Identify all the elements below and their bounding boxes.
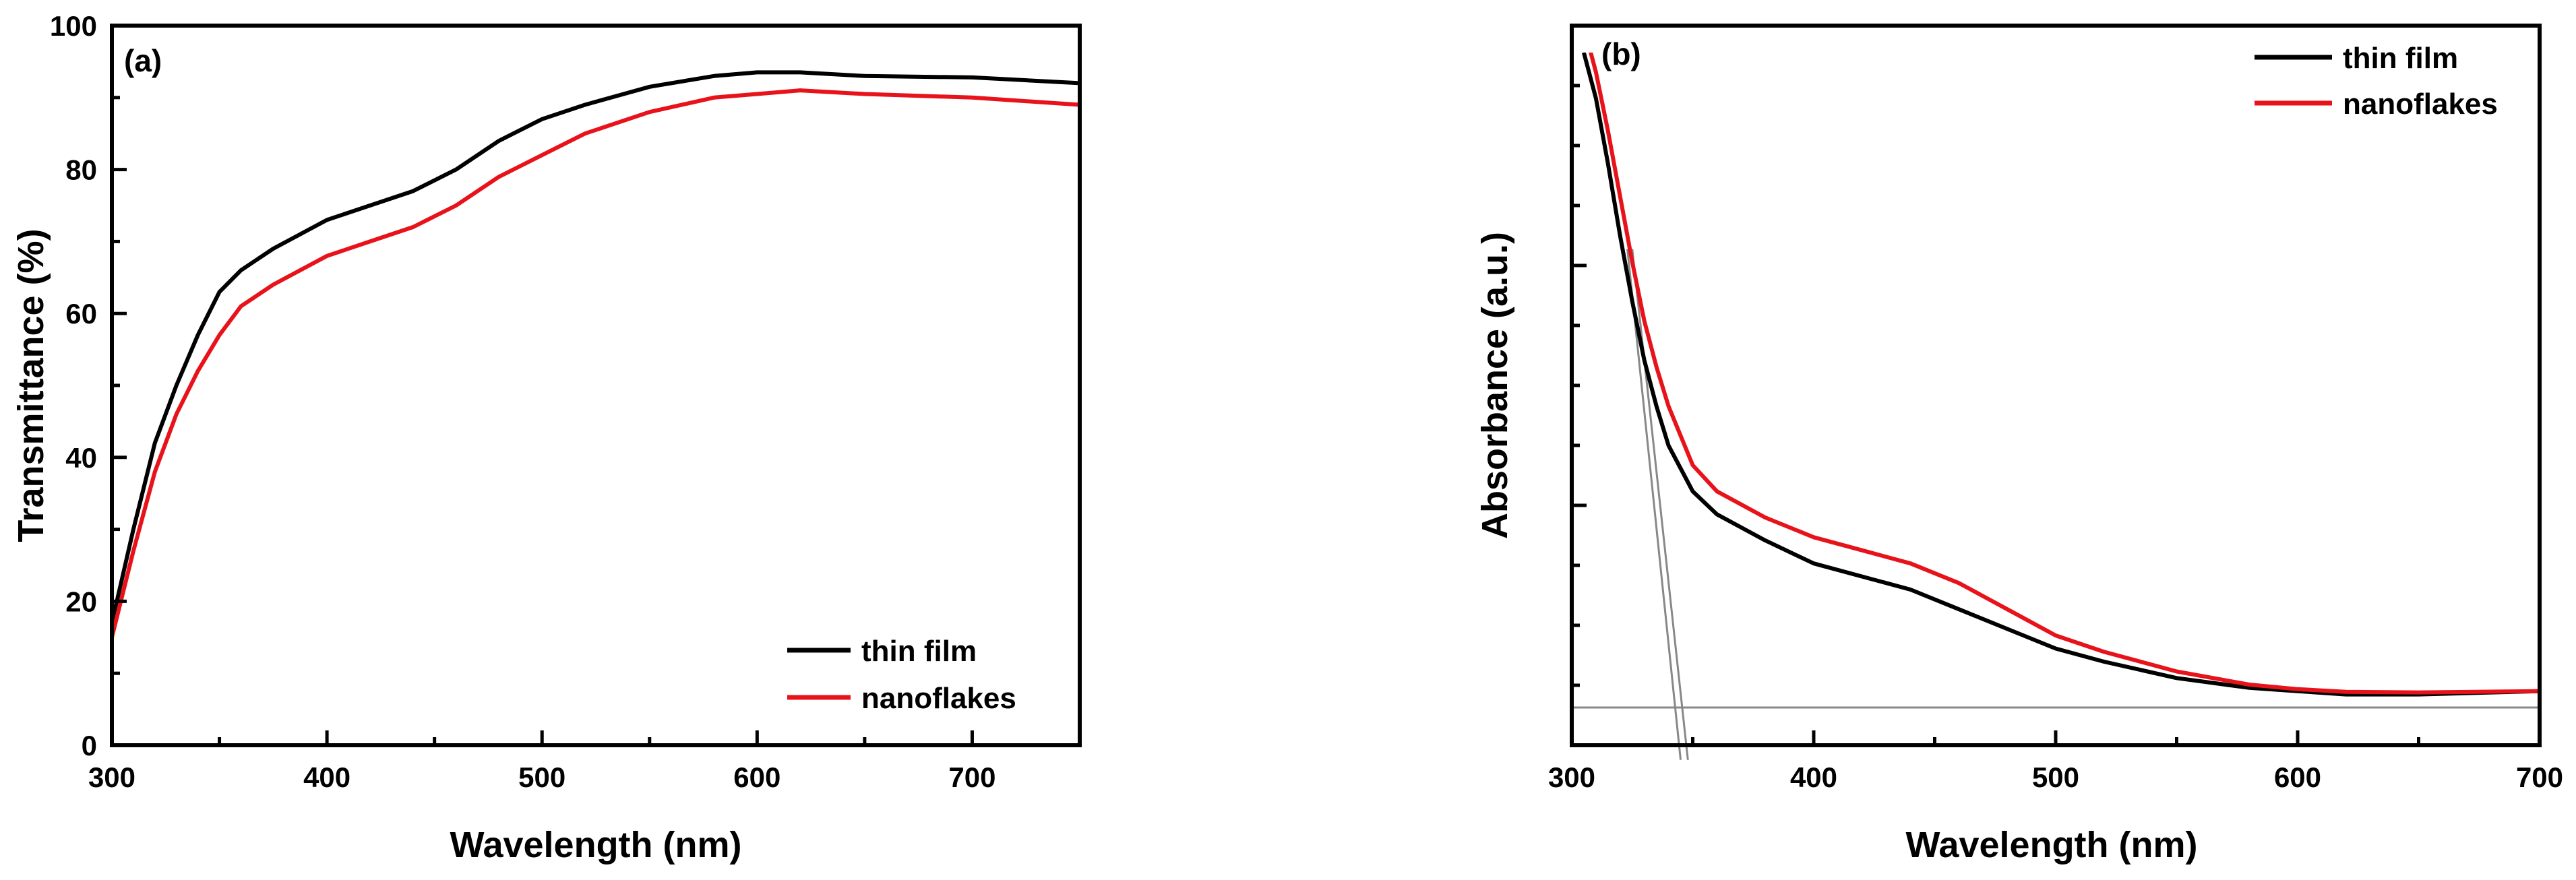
panel-b-x-tick-label: 500	[2032, 761, 2079, 793]
panel-a-y-tick-label: 80	[65, 154, 97, 186]
panel-b-series-line-thin-film	[1581, 53, 2540, 697]
panel-a-series-group	[112, 70, 1080, 638]
panel-a-y-tick-label: 100	[50, 10, 97, 42]
panel-a-x-tick-label: 300	[88, 761, 135, 793]
panel-a-x-tick-label: 500	[518, 761, 565, 793]
panel-b-tangent-fit-line-1	[1626, 249, 1682, 760]
panel-a-y-tick-label: 60	[65, 298, 97, 329]
panel-a-legend: thin film nanoflakes	[787, 635, 1016, 715]
panel-b-label: (b)	[1601, 36, 1641, 71]
panel-b-y-ticks	[1572, 84, 1587, 687]
panel-a-legend-label-nanoflakes: nanoflakes	[861, 682, 1016, 715]
panel-b-series-group	[1581, 53, 2540, 697]
panel-b-x-tick-label: 400	[1790, 761, 1837, 793]
panel-a-x-ticks: 300 400 500 600 700	[88, 730, 1082, 793]
panel-a-label: (a)	[124, 43, 162, 78]
panel-a-y-tick-label: 40	[65, 442, 97, 474]
panel-a-transmittance-chart: 300 400 500 600 700 0 20 40 60 80 100 (a) Wavelen…	[11, 10, 1082, 865]
panel-a-y-tick-label: 0	[82, 730, 97, 761]
panel-a-series-line-nanoflakes	[112, 88, 1080, 638]
panel-b-x-tick-label: 300	[1548, 761, 1595, 793]
panel-b-x-tick-label: 600	[2274, 761, 2321, 793]
panel-a-y-axis-title: Transmittance (%)	[11, 228, 51, 542]
panel-a-x-tick-label: 600	[733, 761, 780, 793]
panel-b-absorbance-chart: 300 400 500 600 700 (b) Wavelength (nm) Abso…	[1475, 24, 2563, 865]
panel-b-y-axis-title: Absorbance (a.u.)	[1475, 232, 1515, 539]
panel-a-x-tick-label: 700	[948, 761, 995, 793]
panel-a-series-line-thin-film	[112, 70, 1080, 624]
panel-b-legend-label-nanoflakes: nanoflakes	[2343, 88, 2498, 121]
panel-b-x-tick-label: 700	[2516, 761, 2563, 793]
panel-b-legend: thin film nanoflakes	[2255, 42, 2498, 121]
panel-b-series-line-nanoflakes	[1589, 53, 2540, 695]
panel-b-tangent-fit-line-2	[1631, 249, 1689, 760]
panel-b-x-ticks: 300 400 500 600 700	[1548, 730, 2563, 793]
panel-a-y-tick-label: 20	[65, 586, 97, 617]
panel-a-legend-label-thin-film: thin film	[861, 635, 977, 668]
panel-a-x-tick-label: 400	[303, 761, 350, 793]
panel-b-tauc-fit-lines	[1572, 249, 2540, 760]
panel-b-x-axis-title: Wavelength (nm)	[1905, 825, 2197, 865]
panel-a-y-ticks: 0 20 40 60 80 100	[50, 10, 127, 761]
panel-b-legend-label-thin-film: thin film	[2343, 42, 2458, 75]
panel-a-x-axis-title: Wavelength (nm)	[450, 825, 741, 865]
